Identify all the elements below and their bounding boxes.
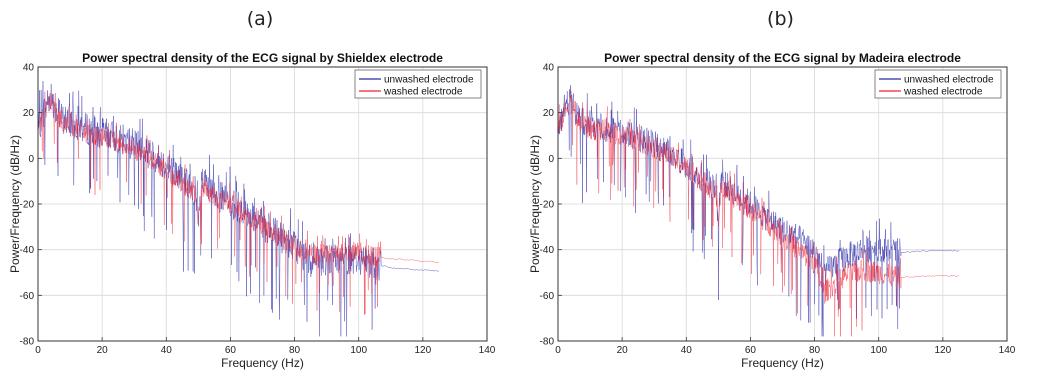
y-tick-label: 20 (543, 108, 555, 119)
x-tick-label: 140 (479, 345, 496, 356)
x-tick-label: 60 (745, 345, 757, 356)
x-tick-label: 20 (97, 345, 109, 356)
y-axis-label: Power/Frequency (dB/Hz) (8, 135, 22, 273)
x-tick-label: 0 (555, 345, 561, 356)
x-tick-label: 120 (935, 345, 952, 356)
y-tick-label: -80 (540, 337, 555, 348)
legend-label-unwashed: unwashed electrode (384, 75, 474, 86)
series-line-washed (558, 91, 959, 336)
y-tick-label: -60 (20, 291, 35, 302)
y-tick-label: -60 (540, 291, 555, 302)
x-axis-label: Frequency (Hz) (221, 356, 304, 370)
legend-label-washed: washed electrode (903, 87, 983, 98)
legend-label-unwashed: unwashed electrode (904, 75, 994, 86)
x-tick-label: 60 (225, 345, 237, 356)
y-tick-label: -80 (20, 337, 35, 348)
x-tick-label: 0 (35, 345, 41, 356)
y-tick-label: 0 (28, 154, 34, 165)
y-tick-label: 0 (548, 154, 554, 165)
y-tick-label: 40 (23, 63, 35, 74)
x-tick-label: 100 (350, 345, 367, 356)
x-tick-label: 80 (289, 345, 301, 356)
y-tick-label: 40 (543, 63, 555, 74)
y-axis-label: Power/Frequency (dB/Hz) (528, 135, 542, 273)
legend-label-washed: washed electrode (383, 87, 463, 98)
chart-title: Power spectral density of the ECG signal… (604, 51, 961, 65)
x-tick-label: 100 (870, 345, 887, 356)
chart-title: Power spectral density of the ECG signal… (82, 51, 443, 65)
x-tick-label: 80 (809, 345, 821, 356)
panel-b: (b) 0 20 40 60 80 100 120 140 -80 -60 -40 -20 0 20 40 P… (520, 0, 1041, 378)
x-tick-label: 40 (681, 345, 693, 356)
y-tick-label: 20 (23, 108, 35, 119)
chart-madeira: 0 20 40 60 80 100 120 140-80-60-40-2002040Power… (520, 0, 1041, 378)
x-tick-label: 140 (999, 345, 1016, 356)
panel-a: (a) 0 20 40 60 80 100 120 140 -80 -60 -40 -20 0 20 40 P… (0, 0, 520, 378)
chart-shieldex: 0 20 40 60 80 100 120 140-80-60-40-2002040Power… (0, 0, 520, 378)
x-tick-label: 120 (415, 345, 432, 356)
x-tick-label: 40 (161, 345, 173, 356)
x-axis-label: Frequency (Hz) (741, 356, 824, 370)
x-tick-label: 20 (617, 345, 629, 356)
